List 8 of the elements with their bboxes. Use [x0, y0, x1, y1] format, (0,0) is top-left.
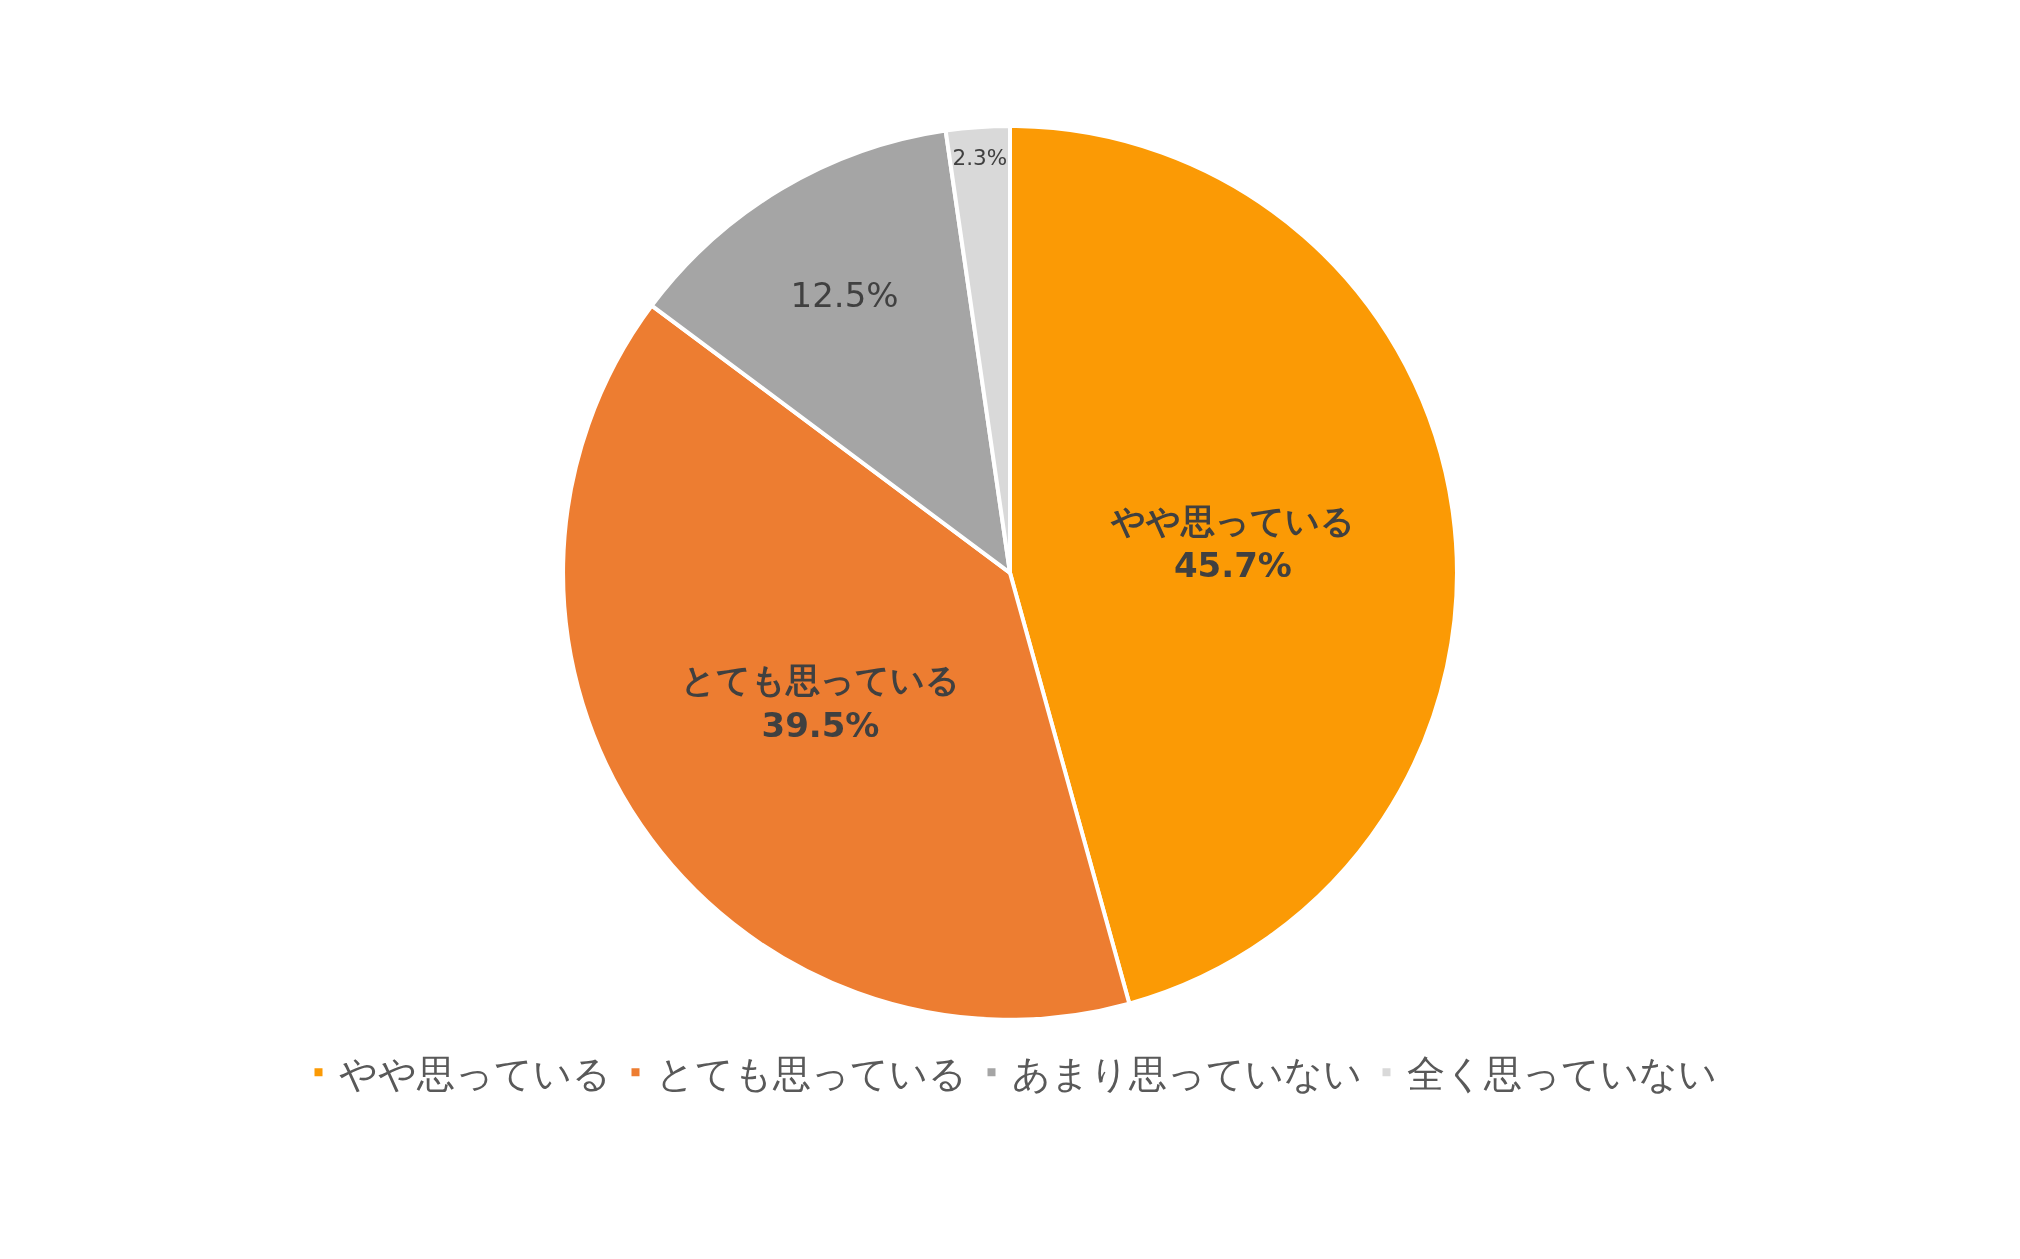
- legend-label: とても思っている: [655, 1052, 967, 1097]
- data-label: 2.3%: [952, 144, 1008, 170]
- data-label: 12.5%: [790, 275, 899, 316]
- legend-label: 全く思っていない: [1406, 1052, 1717, 1097]
- legend-label: あまり思っていない: [1011, 1052, 1362, 1097]
- data-label: とても思っている 39.5%: [680, 660, 960, 745]
- legend-label: やや思っている: [338, 1052, 611, 1097]
- data-label: やや思っている 45.7%: [1109, 500, 1355, 585]
